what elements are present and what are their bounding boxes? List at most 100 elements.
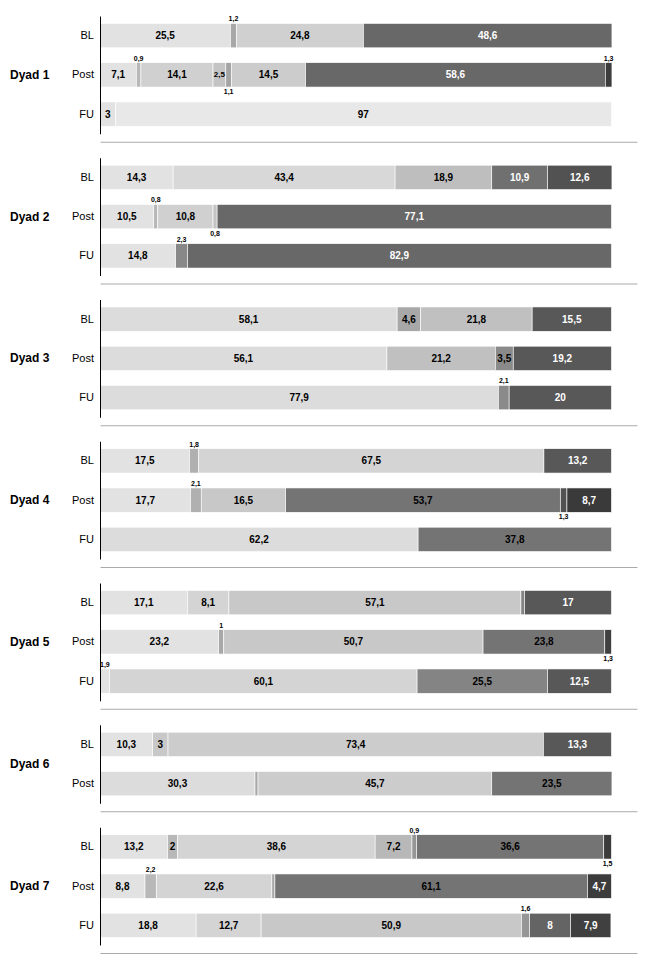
data-label: 50,9 bbox=[382, 920, 402, 931]
data-label: 25,5 bbox=[473, 676, 493, 687]
bar-segment bbox=[521, 590, 525, 614]
data-label: 1,9 bbox=[100, 661, 110, 669]
data-label: 1,5 bbox=[603, 860, 613, 868]
data-label: 38,6 bbox=[267, 841, 287, 852]
group-title: Dyad 1 bbox=[10, 68, 50, 82]
bar-segment bbox=[158, 204, 213, 228]
bar-segment bbox=[141, 63, 213, 87]
y-axis: BLPostFU bbox=[72, 584, 101, 702]
group-title: Dyad 2 bbox=[10, 210, 50, 224]
data-label: 2,2 bbox=[146, 866, 156, 874]
bar-segment bbox=[100, 527, 418, 551]
data-label: 82,9 bbox=[390, 250, 410, 261]
bar-segment bbox=[100, 835, 168, 859]
bar-segment bbox=[417, 669, 547, 693]
data-label: 3,5 bbox=[497, 353, 511, 364]
category-label: BL bbox=[81, 596, 94, 608]
data-label: 45,7 bbox=[365, 778, 385, 789]
bar-segment bbox=[100, 913, 196, 937]
bar-segment bbox=[421, 307, 532, 331]
data-labels: 14,310,514,843,40,82,318,910,882,910,90,… bbox=[117, 172, 590, 262]
tick: Post bbox=[72, 880, 94, 892]
category-label: BL bbox=[81, 313, 94, 325]
group-title: Dyad 7 bbox=[10, 879, 50, 893]
bars bbox=[100, 449, 611, 552]
bar-segment bbox=[173, 165, 395, 189]
tick: FU bbox=[79, 391, 94, 403]
x-axis bbox=[101, 953, 638, 954]
bar-segment bbox=[306, 63, 606, 87]
category-label: BL bbox=[81, 840, 94, 852]
bar-segment bbox=[543, 732, 611, 756]
bar-segment bbox=[156, 874, 272, 898]
bar-segment bbox=[100, 488, 191, 512]
x-axis-line bbox=[101, 425, 638, 426]
data-label: 17,7 bbox=[136, 495, 156, 506]
tick: BL bbox=[81, 840, 94, 852]
tick: Post bbox=[72, 210, 94, 222]
bar-segment bbox=[226, 63, 232, 87]
data-label: 4,6 bbox=[402, 314, 416, 325]
bar-segment bbox=[100, 385, 498, 409]
bar-segment bbox=[532, 307, 611, 331]
bar-segment bbox=[544, 449, 612, 473]
data-label: 7,2 bbox=[387, 841, 401, 852]
bar-segment bbox=[418, 527, 611, 551]
bar-segment bbox=[100, 346, 387, 370]
bars bbox=[100, 732, 612, 796]
dyad-group: 13,28,818,822,212,738,622,650,97,21,60,9… bbox=[10, 827, 638, 954]
bar-segment bbox=[176, 244, 188, 268]
bar-segment bbox=[136, 63, 141, 87]
bar-segment bbox=[231, 63, 305, 87]
data-label: 12,6 bbox=[570, 172, 590, 183]
y-axis: BLPostFU bbox=[72, 158, 101, 276]
category-label: FU bbox=[79, 533, 94, 545]
data-labels: 25,57,131,20,99724,814,148,62,51,114,558… bbox=[105, 15, 614, 119]
bar-segment bbox=[604, 835, 612, 859]
bar-segment bbox=[115, 102, 611, 126]
bar-segment bbox=[275, 874, 587, 898]
tick: Post bbox=[72, 352, 94, 364]
tick: FU bbox=[79, 249, 94, 261]
data-label: 60,1 bbox=[254, 676, 274, 687]
data-label: 7,9 bbox=[584, 920, 598, 931]
bar-segment bbox=[571, 913, 611, 937]
data-label: 14,8 bbox=[128, 250, 148, 261]
data-label: 10,8 bbox=[176, 211, 196, 222]
tick: FU bbox=[79, 919, 94, 931]
bar-segment bbox=[530, 913, 571, 937]
y-axis-line bbox=[100, 158, 101, 276]
data-label: 18,9 bbox=[434, 172, 454, 183]
chart: 25,57,131,20,99724,814,148,62,51,114,558… bbox=[0, 0, 653, 961]
y-axis: BLPostFU bbox=[72, 442, 101, 560]
bar-segment bbox=[548, 669, 612, 693]
data-label: 8 bbox=[547, 920, 553, 931]
category-label: Post bbox=[72, 352, 94, 364]
dyad-group: 58,156,177,94,621,22,121,83,52015,519,2B… bbox=[10, 300, 638, 426]
data-label: 0,9 bbox=[134, 55, 144, 63]
group-title: Dyad 4 bbox=[10, 493, 50, 507]
bar-segment bbox=[230, 23, 236, 47]
data-label: 14,3 bbox=[127, 172, 147, 183]
bar-segment bbox=[387, 346, 495, 370]
y-axis-line bbox=[100, 725, 101, 804]
data-label: 22,6 bbox=[204, 881, 224, 892]
bar-segment bbox=[213, 204, 217, 228]
bar-segment bbox=[100, 874, 145, 898]
x-axis-line bbox=[101, 284, 638, 285]
y-axis: BL Post FU bbox=[72, 828, 101, 946]
bar-segment bbox=[100, 23, 230, 47]
bars bbox=[100, 590, 611, 693]
tick: BL bbox=[81, 596, 94, 608]
bars bbox=[100, 835, 611, 938]
bar-segment bbox=[196, 913, 261, 937]
bar-segment bbox=[168, 835, 178, 859]
data-label: 1,1 bbox=[224, 88, 234, 96]
data-label: 1 bbox=[219, 622, 223, 629]
bar-segment bbox=[548, 165, 612, 189]
x-axis-line bbox=[101, 567, 638, 568]
bars bbox=[100, 307, 611, 410]
bar-segment bbox=[201, 488, 285, 512]
bar-segment bbox=[178, 835, 375, 859]
group-title: Dyad 6 bbox=[10, 757, 50, 771]
